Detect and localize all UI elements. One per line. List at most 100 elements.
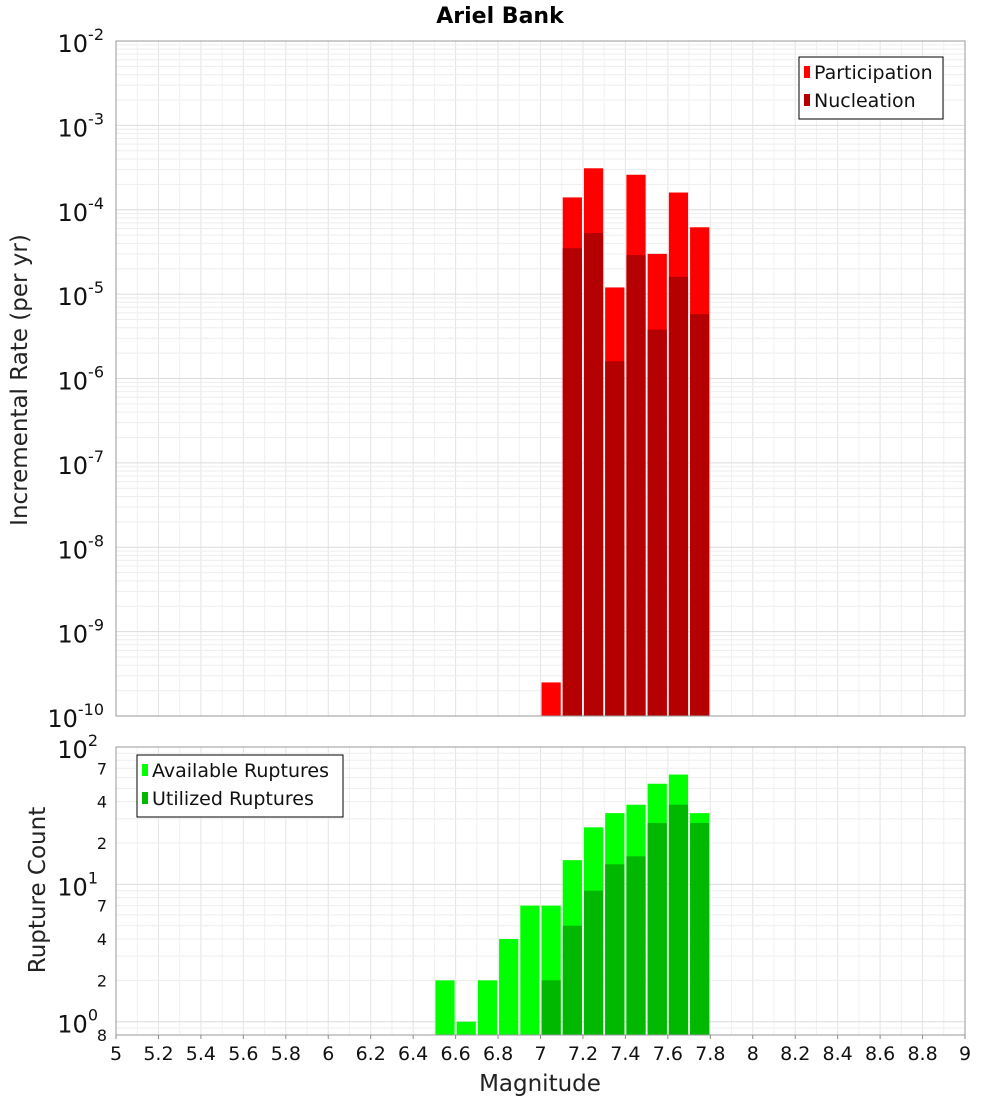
bottom-y-tick-exponent: 1 — [88, 868, 98, 887]
bottom-bar-available-ruptures — [520, 905, 540, 1035]
bottom-legend-swatch — [142, 792, 148, 804]
top-y-tick-exponent: -6 — [88, 363, 104, 382]
bottom-y-minor-tick-label: 8 — [97, 1026, 107, 1045]
top-legend-swatch — [804, 94, 810, 106]
x-tick-label: 6.2 — [356, 1043, 386, 1065]
bottom-y-minor-tick-label: 4 — [97, 793, 107, 812]
top-y-tick-exponent: -3 — [88, 109, 104, 128]
top-y-tick-label: 10-4 — [58, 194, 105, 227]
top-bar-nucleation — [626, 255, 646, 716]
top-y-tick-label: 10-7 — [58, 447, 105, 480]
top-y-axis-label: Incremental Rate (per yr) — [7, 234, 33, 526]
x-tick-label: 6.8 — [483, 1043, 513, 1065]
bottom-bar-utilized-ruptures — [647, 822, 667, 1035]
x-tick-label: 8 — [747, 1043, 759, 1065]
top-y-tick-exponent: -10 — [78, 700, 104, 719]
top-bar-nucleation — [562, 248, 582, 717]
top-y-tick-base: 10 — [58, 621, 89, 649]
chart-title: Ariel Bank — [436, 4, 565, 29]
top-y-tick-exponent: -8 — [88, 531, 104, 550]
top-bar-nucleation — [583, 233, 604, 716]
bottom-y-major-tick-label: 101 — [57, 868, 98, 901]
top-y-tick-label: 10-3 — [58, 109, 105, 142]
bottom-bar-utilized-ruptures — [668, 804, 689, 1035]
bottom-bar-available-ruptures — [435, 980, 455, 1035]
top-y-tick-label: 10-9 — [58, 616, 105, 649]
x-tick-label: 8.8 — [907, 1043, 937, 1065]
top-legend-swatch — [804, 66, 810, 78]
bottom-y-major-tick-label: 102 — [57, 731, 98, 764]
bottom-bar-utilized-ruptures — [690, 822, 710, 1035]
top-plot-panel: 10-1010-910-810-710-610-510-410-310-2Par… — [47, 25, 966, 733]
bottom-y-tick-base: 10 — [57, 1011, 88, 1039]
top-bar-nucleation — [605, 361, 625, 716]
bottom-y-axis-label: Rupture Count — [25, 807, 51, 973]
bottom-y-minor-tick-label: 4 — [97, 930, 107, 949]
top-y-tick-label: 10-10 — [47, 700, 104, 733]
x-tick-label: 7 — [534, 1043, 546, 1065]
top-legend-label: Nucleation — [814, 90, 916, 112]
bottom-legend-label: Available Ruptures — [152, 760, 329, 782]
top-plot-frame — [115, 40, 966, 717]
bottom-y-tick-exponent: 2 — [88, 731, 98, 750]
top-legend-label: Participation — [814, 62, 933, 84]
top-y-tick-label: 10-5 — [58, 278, 105, 311]
bottom-bar-available-ruptures — [456, 1021, 476, 1035]
top-y-tick-base: 10 — [47, 705, 78, 733]
bottom-legend-box — [136, 754, 344, 818]
x-tick-label: 6.6 — [440, 1043, 470, 1065]
x-tick-label: 8.6 — [865, 1043, 895, 1065]
bottom-y-minor-tick-label: 2 — [97, 971, 107, 990]
bottom-y-tick-base: 10 — [57, 873, 88, 901]
top-legend-box — [798, 56, 944, 120]
top-y-tick-base: 10 — [58, 114, 89, 142]
x-tick-label: 7.6 — [653, 1043, 683, 1065]
top-y-tick-exponent: -5 — [88, 278, 104, 297]
top-y-tick-exponent: -9 — [88, 616, 104, 635]
x-tick-label: 7.8 — [695, 1043, 725, 1065]
x-tick-label: 7.2 — [568, 1043, 598, 1065]
x-axis-label: Magnitude — [479, 1071, 601, 1097]
bottom-y-tick-base: 10 — [57, 736, 88, 764]
top-bar-nucleation — [668, 276, 689, 716]
bottom-bar-available-ruptures — [477, 980, 498, 1035]
bottom-bar-utilized-ruptures — [605, 864, 625, 1035]
bottom-legend-swatch — [142, 764, 148, 776]
bottom-bar-utilized-ruptures — [583, 890, 604, 1035]
top-y-tick-base: 10 — [58, 30, 89, 58]
bottom-bar-utilized-ruptures — [626, 856, 646, 1035]
x-tick-label: 7.4 — [610, 1043, 640, 1065]
top-y-tick-exponent: -2 — [88, 25, 104, 44]
x-tick-label: 5.2 — [143, 1043, 173, 1065]
x-tick-label: 5.6 — [228, 1043, 258, 1065]
top-bar-nucleation — [690, 314, 710, 716]
top-y-tick-exponent: -4 — [88, 194, 104, 213]
bottom-bar-utilized-ruptures — [541, 980, 561, 1035]
bottom-y-tick-exponent: 0 — [88, 1006, 98, 1025]
bottom-bar-utilized-ruptures — [562, 925, 582, 1035]
x-tick-label: 5.4 — [186, 1043, 216, 1065]
top-y-tick-base: 10 — [58, 452, 89, 480]
top-bar-nucleation — [647, 329, 667, 716]
top-y-tick-base: 10 — [58, 536, 89, 564]
top-bar-participation — [541, 682, 561, 716]
top-y-tick-base: 10 — [58, 283, 89, 311]
x-tick-label: 8.2 — [780, 1043, 810, 1065]
bottom-y-minor-tick-label: 7 — [97, 897, 107, 916]
top-y-tick-label: 10-6 — [58, 363, 105, 396]
top-y-tick-exponent: -7 — [88, 447, 104, 466]
top-y-tick-label: 10-2 — [58, 25, 105, 58]
x-tick-label: 6 — [322, 1043, 334, 1065]
x-tick-label: 9 — [959, 1043, 971, 1065]
x-tick-label: 5.8 — [271, 1043, 301, 1065]
top-y-tick-base: 10 — [58, 199, 89, 227]
bottom-y-minor-tick-label: 2 — [97, 834, 107, 853]
x-tick-label: 8.4 — [823, 1043, 853, 1065]
bottom-bar-available-ruptures — [499, 939, 519, 1035]
top-y-tick-base: 10 — [58, 368, 89, 396]
bottom-y-minor-tick-label: 7 — [97, 759, 107, 778]
bottom-legend-label: Utilized Ruptures — [152, 788, 314, 810]
top-y-tick-label: 10-8 — [58, 531, 105, 564]
